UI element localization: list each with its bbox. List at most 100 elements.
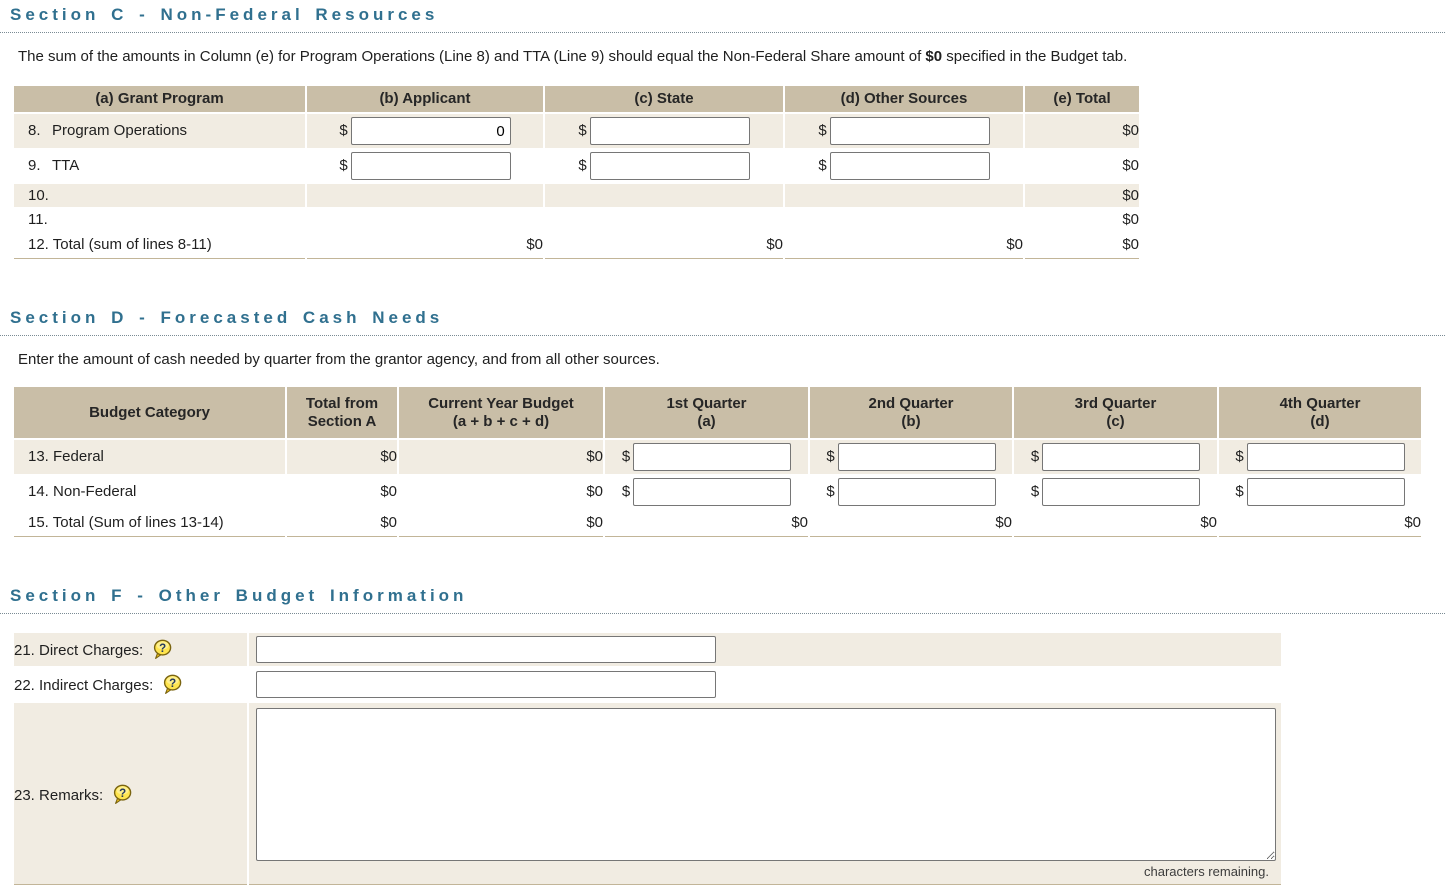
header-line: Current Year Budget	[428, 395, 574, 412]
help-icon[interactable]: ?	[152, 639, 173, 660]
line8-other-sources-input[interactable]	[829, 117, 990, 145]
instruction-text-prefix: The sum of the amounts in Column (e) for…	[18, 48, 926, 65]
line12-total-value: $0	[1024, 231, 1139, 259]
section-c-instruction: The sum of the amounts in Column (e) for…	[18, 48, 1445, 65]
header-line: Total from	[305, 395, 379, 412]
federal-current-year: $0	[398, 439, 605, 475]
non-federal-share-amount: $0	[925, 48, 943, 65]
direct-charges-input-cell	[248, 633, 1281, 668]
line13-q1-input[interactable]	[633, 443, 792, 471]
row-indirect-charges: 22. Indirect Charges: ?	[14, 667, 1281, 703]
line12-state-total: $0	[544, 231, 785, 259]
help-icon[interactable]: ?	[162, 674, 183, 695]
non-federal-total-section-a: $0	[286, 474, 399, 510]
line13-q2-input[interactable]	[837, 443, 996, 471]
row-label-cell: 11.	[14, 207, 307, 232]
line12-applicant-total: $0	[306, 231, 545, 259]
empty-cell	[544, 183, 785, 208]
q2-cell: $	[809, 474, 1014, 510]
row-label-cell: 8. Program Operations	[14, 113, 307, 149]
state-cell: $	[544, 113, 785, 149]
row-number: 11.	[28, 210, 48, 228]
header-line: (b)	[901, 413, 921, 430]
header-line: Section A	[307, 413, 377, 430]
dollar-sign: $	[818, 121, 827, 139]
indirect-charges-input-cell	[248, 667, 1281, 703]
dollar-sign: $	[826, 482, 835, 500]
row-program-operations: 8. Program Operations $ $ $ $0	[14, 113, 1139, 149]
other-budget-information-table: 21. Direct Charges: ? 22. Indirect Charg…	[14, 633, 1281, 885]
line15-total-section-a: $0	[286, 509, 399, 537]
row-federal: 13. Federal $0 $0 $ $ $ $	[14, 439, 1421, 475]
indirect-charges-label-cell: 22. Indirect Charges: ?	[14, 667, 249, 703]
line15-q4-total: $0	[1218, 509, 1421, 537]
section-d-instruction: Enter the amount of cash needed by quart…	[18, 351, 660, 368]
svg-text:?: ?	[119, 787, 126, 799]
row-label: 13. Federal	[14, 439, 287, 475]
line10-total-value: $0	[1024, 183, 1139, 208]
instruction-text-suffix: specified in the Budget tab.	[942, 48, 1128, 65]
direct-charges-label-cell: 21. Direct Charges: ?	[14, 633, 249, 668]
line12-other-sources-total: $0	[784, 231, 1025, 259]
section-c-title: Section C - Non-Federal Resources	[0, 0, 1445, 33]
line14-q2-input[interactable]	[837, 478, 996, 506]
line15-q1-total: $0	[604, 509, 810, 537]
q3-cell: $	[1013, 474, 1219, 510]
direct-charges-input[interactable]	[256, 636, 716, 663]
q3-cell: $	[1013, 439, 1219, 475]
col-header-current-year-budget: Current Year Budget (a + b + c + d)	[398, 387, 605, 440]
state-cell: $	[544, 148, 785, 184]
remarks-input-cell: characters remaining.	[248, 702, 1281, 885]
col-header-state: (c) State	[544, 86, 785, 114]
header-line: 4th Quarter	[1279, 395, 1361, 412]
dollar-sign: $	[621, 447, 631, 465]
line11-total-value: $0	[1024, 207, 1139, 232]
col-header-other-sources: (d) Other Sources	[784, 86, 1025, 114]
applicant-cell: $	[306, 148, 545, 184]
col-header-q4: 4th Quarter (d)	[1218, 387, 1421, 440]
empty-cell	[784, 183, 1025, 208]
row-line12-total: 12. Total (sum of lines 8-11) $0 $0 $0 $…	[14, 231, 1139, 259]
other-sources-cell: $	[784, 113, 1025, 149]
q1-cell: $	[604, 474, 810, 510]
line8-applicant-input[interactable]	[350, 117, 511, 145]
line9-applicant-input[interactable]	[350, 152, 511, 180]
empty-cell	[784, 207, 1025, 232]
empty-cell	[306, 183, 545, 208]
help-icon[interactable]: ?	[112, 784, 133, 805]
row-label: Program Operations	[52, 122, 188, 139]
header-line: (a + b + c + d)	[452, 413, 550, 430]
header-line: 1st Quarter	[666, 395, 747, 412]
row-label-cell: 9. TTA	[14, 148, 307, 184]
line13-q3-input[interactable]	[1042, 443, 1201, 471]
row-remarks: 23. Remarks: ? characters remaining.	[14, 702, 1281, 885]
line15-q3-total: $0	[1013, 509, 1219, 537]
line9-other-sources-input[interactable]	[829, 152, 990, 180]
header-line: 2nd Quarter	[868, 395, 954, 412]
section-d-title: Section D - Forecasted Cash Needs	[0, 303, 1445, 336]
section-f-title: Section F - Other Budget Information	[0, 581, 1445, 614]
row-label: 14. Non-Federal	[14, 474, 287, 510]
line14-q4-input[interactable]	[1246, 478, 1405, 506]
svg-text:?: ?	[170, 678, 177, 690]
col-header-q2: 2nd Quarter (b)	[809, 387, 1014, 440]
dollar-sign: $	[621, 482, 631, 500]
line14-q3-input[interactable]	[1042, 478, 1201, 506]
line14-q1-input[interactable]	[633, 478, 792, 506]
row-tta: 9. TTA $ $ $ $0	[14, 148, 1139, 184]
forecasted-cash-needs-table: Budget Category Total from Section A Curr…	[14, 387, 1421, 537]
dollar-sign: $	[339, 156, 348, 174]
dollar-sign: $	[818, 156, 827, 174]
indirect-charges-input[interactable]	[256, 671, 716, 698]
other-sources-cell: $	[784, 148, 1025, 184]
line9-state-input[interactable]	[589, 152, 750, 180]
non-federal-current-year: $0	[398, 474, 605, 510]
remarks-textarea[interactable]	[256, 708, 1276, 861]
line8-state-input[interactable]	[589, 117, 750, 145]
line13-q4-input[interactable]	[1246, 443, 1405, 471]
dollar-sign: $	[1235, 482, 1244, 500]
non-federal-resources-table: (a) Grant Program (b) Applicant (c) Stat…	[14, 86, 1139, 259]
header-line: Budget Category	[89, 404, 210, 421]
col-header-total: (e) Total	[1024, 86, 1139, 114]
line15-current-year: $0	[398, 509, 605, 537]
